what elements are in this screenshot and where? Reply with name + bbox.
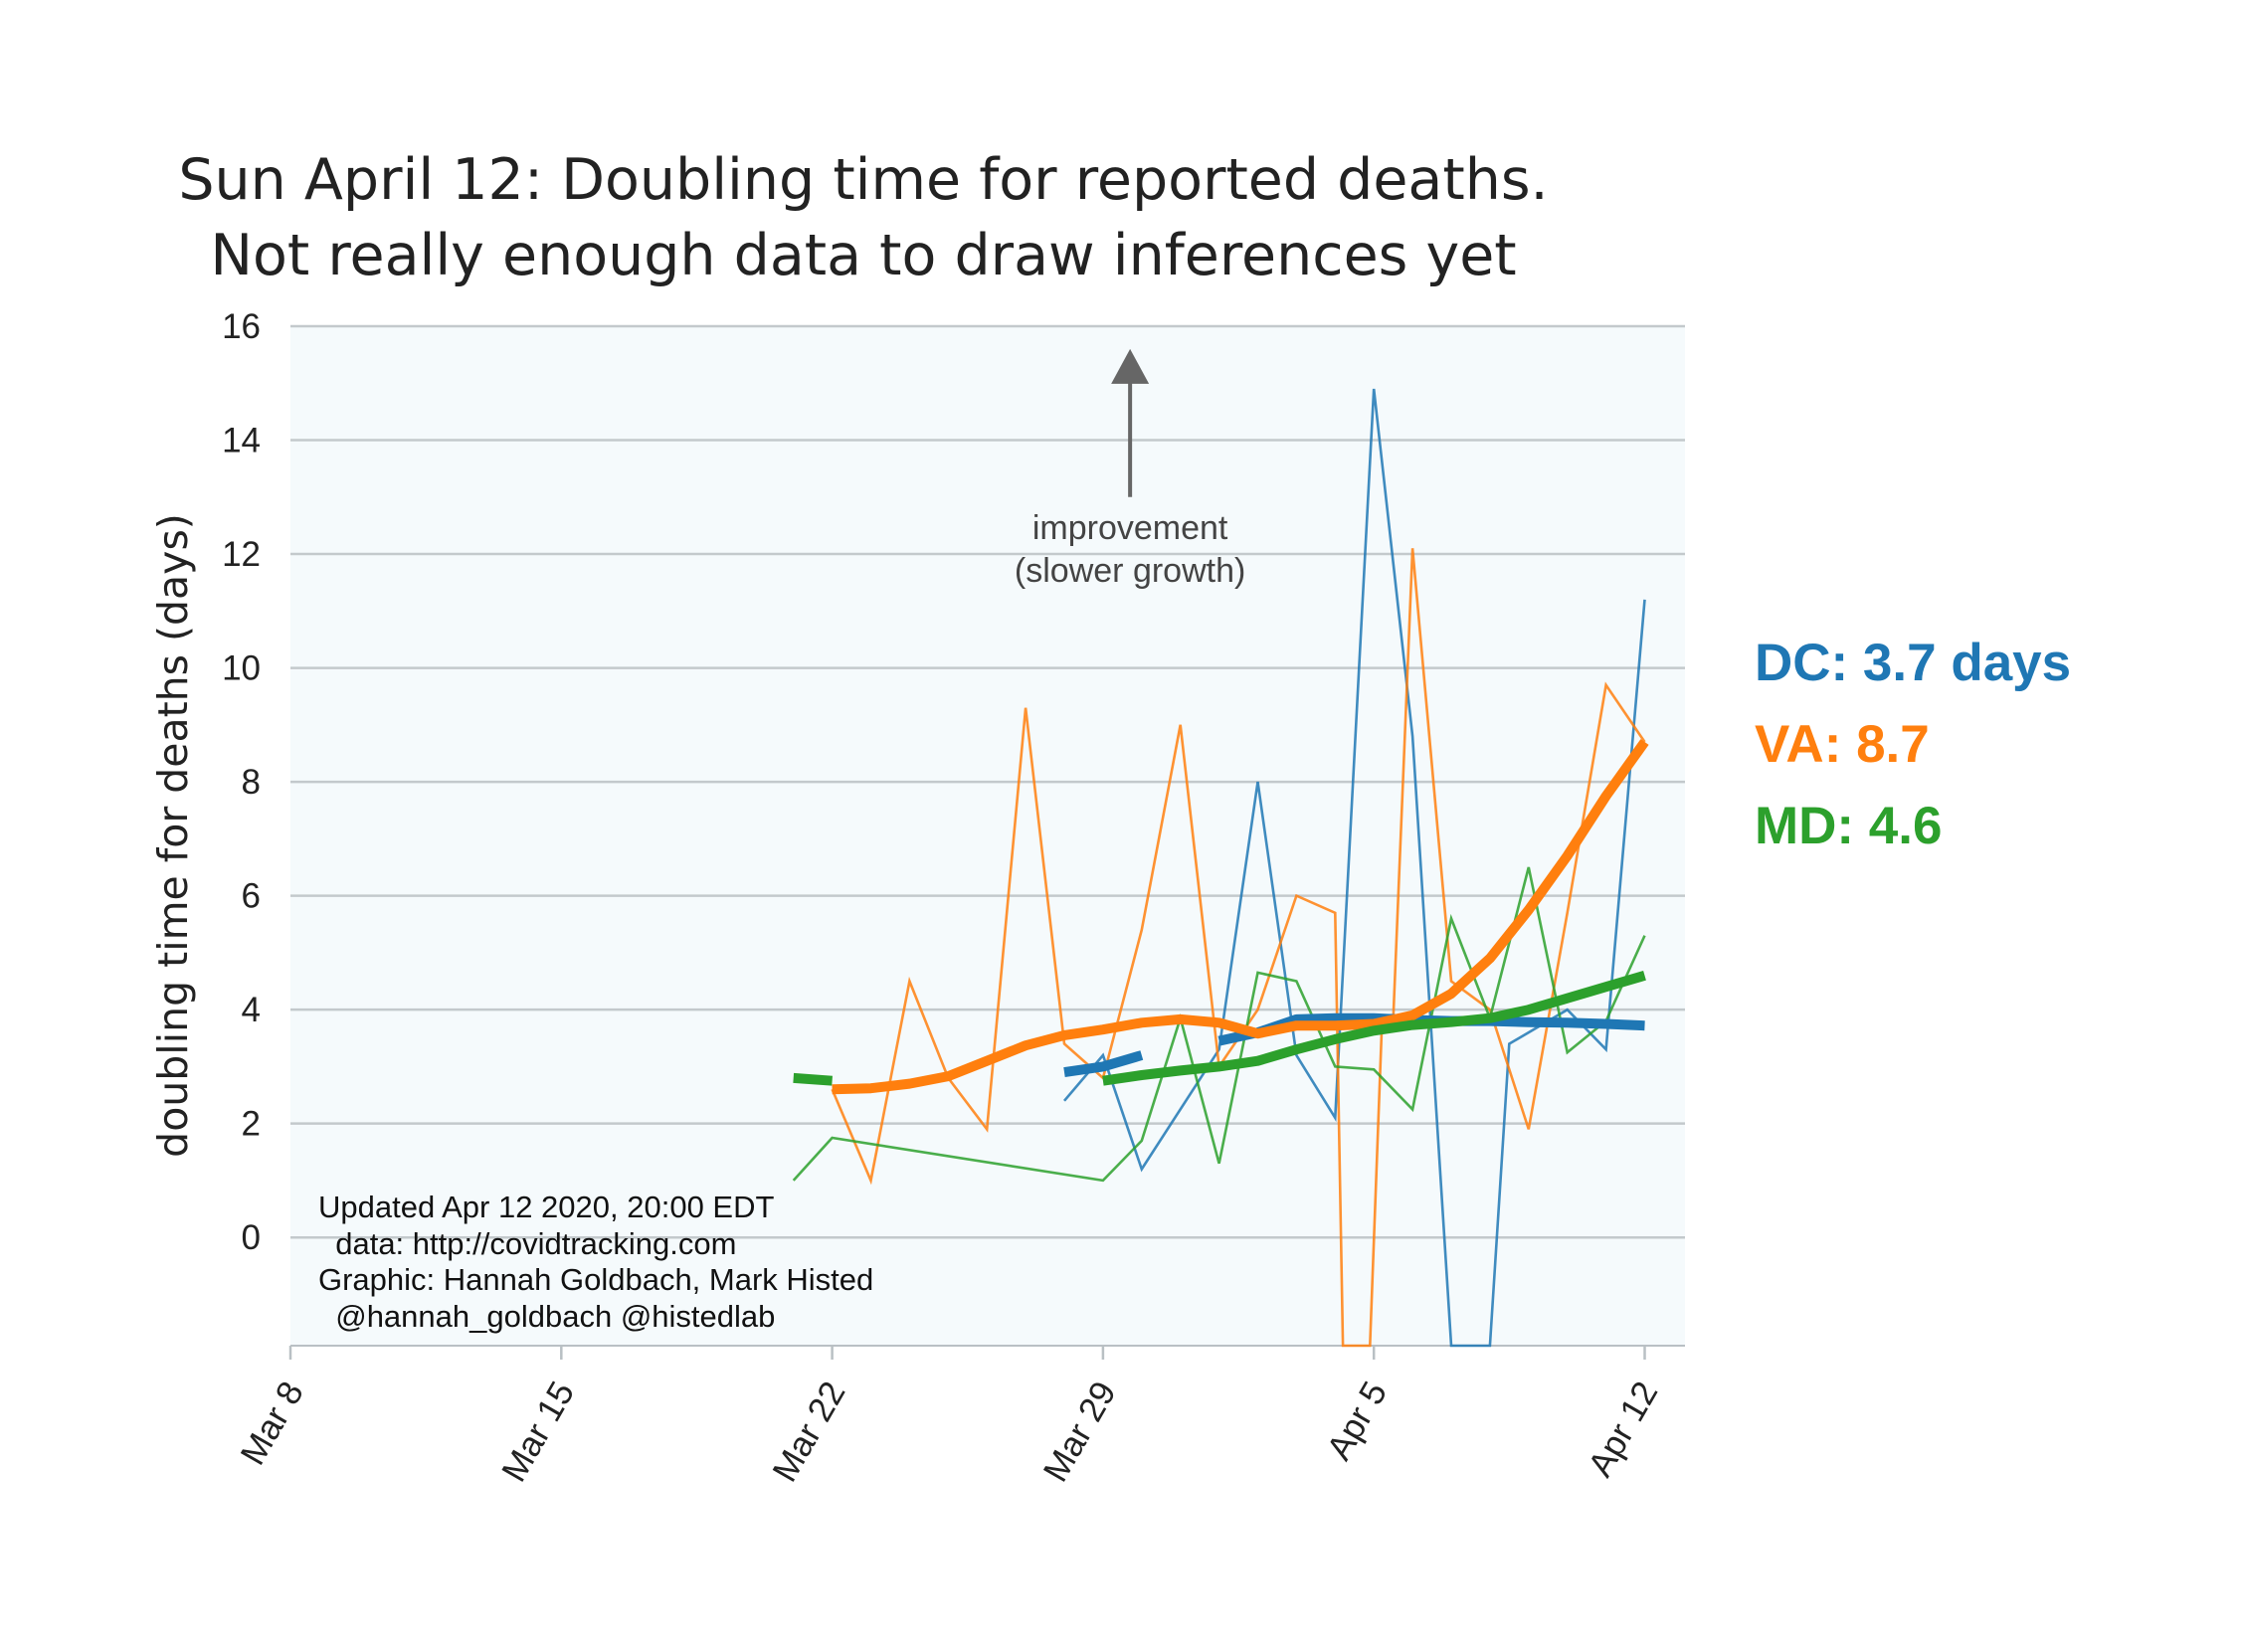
legend: DC: 3.7 days VA: 8.7 MD: 4.6 xyxy=(1755,634,2071,855)
improvement-annotation: improvement (slower growth) xyxy=(1015,348,1245,590)
credits: Updated Apr 12 2020, 20:00 EDT data: htt… xyxy=(318,1190,873,1334)
series-md-raw-line xyxy=(792,866,1646,1183)
x-tick-label-2: Mar 22 xyxy=(765,1376,852,1489)
x-tick-label-0: Mar 8 xyxy=(233,1376,311,1472)
y-axis-label: doubling time for deaths (days) xyxy=(149,513,197,1158)
y-axis-ticks: 0 2 4 6 8 10 12 14 16 xyxy=(222,307,261,1257)
legend-md: MD: 4.6 xyxy=(1755,797,1942,855)
x-tick-label-4: Apr 5 xyxy=(1320,1376,1396,1467)
x-axis-ticks: Mar 8 Mar 15 Mar 22 Mar 29 Apr 5 Apr 12 xyxy=(233,1346,1665,1488)
y-tick-label-12: 12 xyxy=(222,535,261,574)
x-tick-label-5: Apr 12 xyxy=(1581,1376,1665,1484)
series-md-smoothed-line-1 xyxy=(1102,971,1646,1086)
plot-area xyxy=(290,326,1685,1346)
annotation-arrow-head xyxy=(1111,348,1150,384)
y-tick-label-16: 16 xyxy=(222,307,261,346)
y-tick-label-6: 6 xyxy=(242,877,261,916)
credit-line-2: data: http://covidtracking.com xyxy=(318,1226,736,1261)
series-dc-smoothed-line-0 xyxy=(1063,1050,1144,1078)
y-tick-label-14: 14 xyxy=(222,422,261,460)
credit-line-1: Updated Apr 12 2020, 20:00 EDT xyxy=(318,1190,774,1224)
chart-title-line-2: Not really enough data to draw inference… xyxy=(210,223,1516,288)
chart-title: Sun April 12: Doubling time for reported… xyxy=(178,147,1548,288)
y-tick-label-2: 2 xyxy=(242,1105,261,1144)
legend-va: VA: 8.7 xyxy=(1755,715,1930,774)
y-tick-label-0: 0 xyxy=(242,1218,261,1257)
credit-line-3: Graphic: Hannah Goldbach, Mark Histed xyxy=(318,1262,873,1297)
series-md-smoothed-line-0 xyxy=(793,1072,833,1086)
legend-dc: DC: 3.7 days xyxy=(1755,634,2071,692)
y-tick-label-4: 4 xyxy=(242,991,261,1029)
annotation-line-1: improvement xyxy=(1032,509,1228,547)
smoothed-series-lines xyxy=(793,739,1649,1095)
chart-title-line-1: Sun April 12: Doubling time for reported… xyxy=(178,147,1548,213)
x-tick-label-3: Mar 29 xyxy=(1036,1376,1124,1489)
y-tick-label-10: 10 xyxy=(222,649,261,688)
annotation-line-2: (slower growth) xyxy=(1015,552,1245,590)
series-va-smoothed-line-0 xyxy=(832,739,1649,1095)
x-tick-label-1: Mar 15 xyxy=(494,1376,582,1489)
credit-line-4: @hannah_goldbach @histedlab xyxy=(318,1299,775,1334)
series-va-raw-line xyxy=(831,548,1646,1348)
y-tick-label-8: 8 xyxy=(242,763,261,802)
